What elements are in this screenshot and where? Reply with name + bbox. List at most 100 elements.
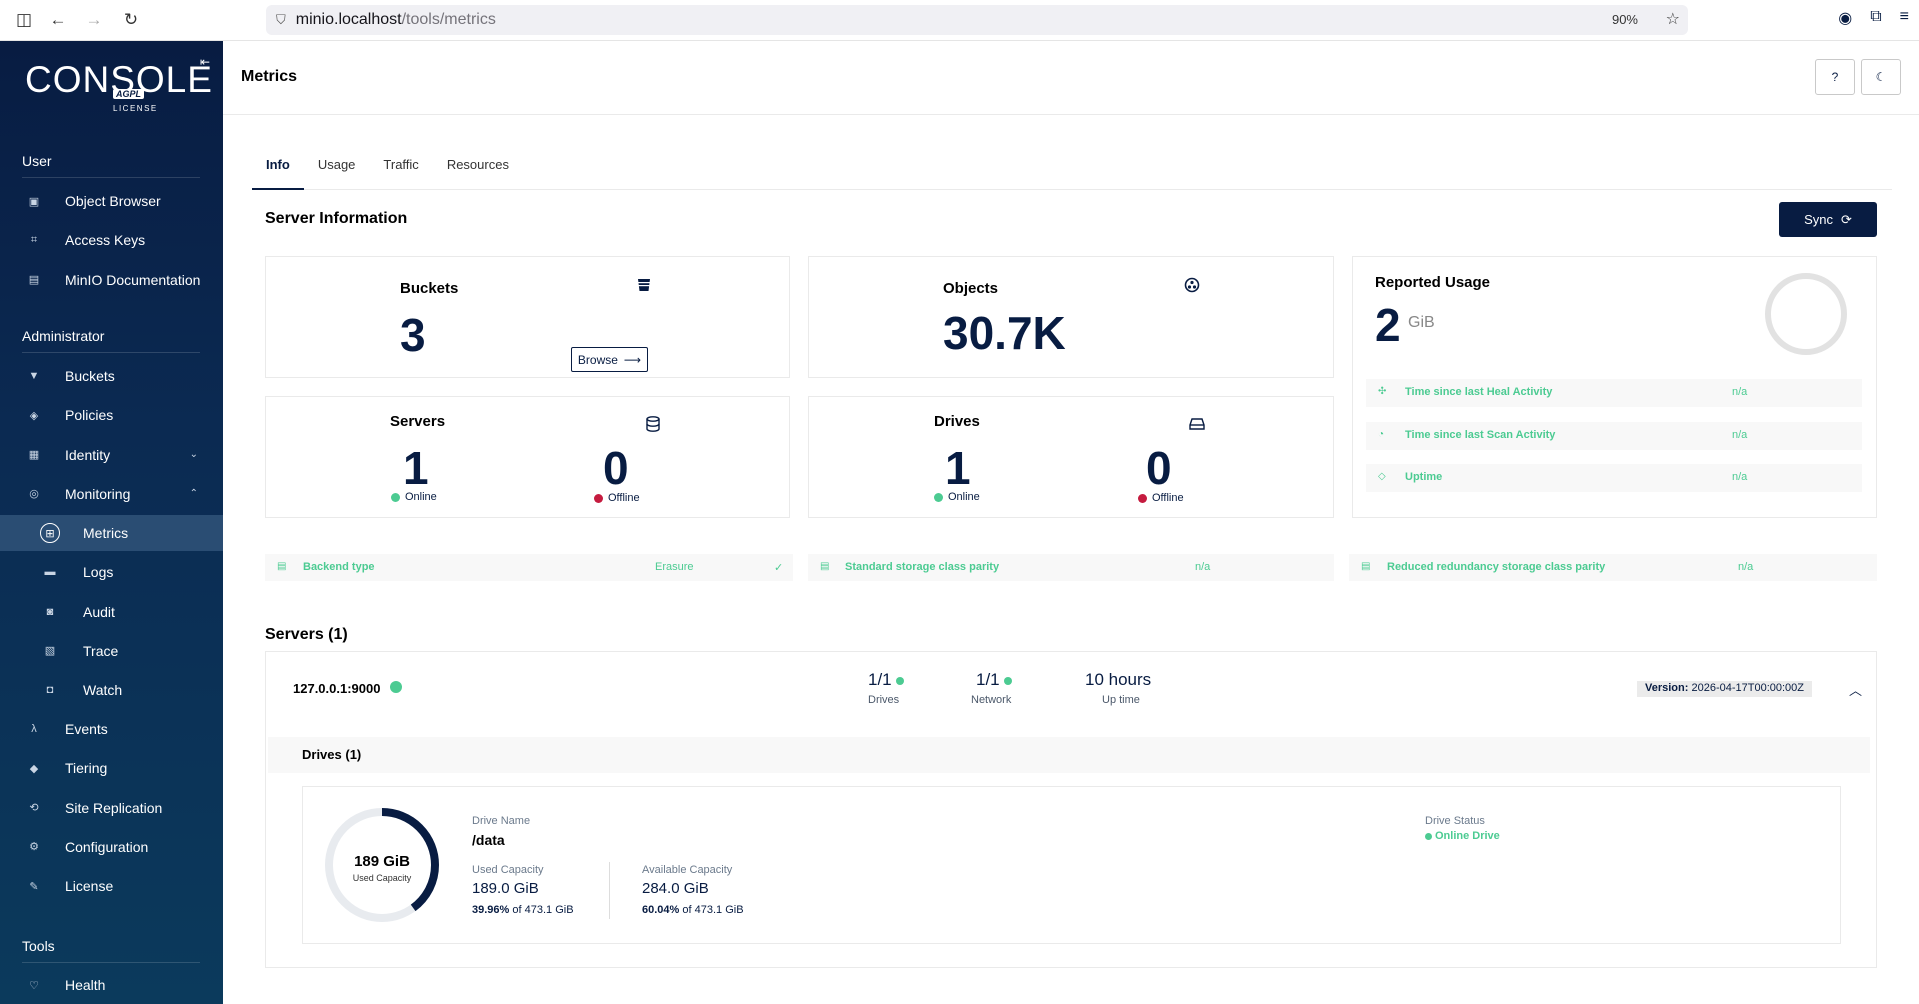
browse-button[interactable]: Browse ⟶ xyxy=(571,347,648,372)
sidebar-item-identity[interactable]: ▦ Identity ⌄ xyxy=(0,437,223,473)
objects-title: Objects xyxy=(943,280,999,297)
version-label: Version: xyxy=(1645,682,1689,694)
dark-mode-button[interactable]: ☾ xyxy=(1861,59,1901,95)
heal-icon: ✣ xyxy=(1378,386,1387,397)
divider xyxy=(22,352,200,353)
sidebar-item-watch[interactable]: ◘ Watch xyxy=(0,672,223,708)
sidebar-item-label: Health xyxy=(65,977,106,993)
sidebar-item-metrics[interactable]: ⊞ Metrics xyxy=(0,515,223,551)
server-uptime-value: 10 hours xyxy=(1085,670,1152,689)
tab-resources[interactable]: Resources xyxy=(446,157,509,172)
sidebar-item-label: Metrics xyxy=(83,525,129,541)
metrics-icon: ⊞ xyxy=(40,523,60,543)
drive-status-label: Drive Status xyxy=(1425,815,1485,827)
tab-info[interactable]: Info xyxy=(252,150,304,190)
access-keys-icon: ⌗ xyxy=(30,233,38,246)
server-drives-value: 1/1 xyxy=(868,670,905,690)
sidebar-item-access-keys[interactable]: ⌗ Access Keys xyxy=(0,222,223,258)
drives-title: Drives xyxy=(934,413,980,430)
offline-label: Offline xyxy=(1152,492,1184,504)
sync-button[interactable]: Sync ⟳ xyxy=(1779,202,1877,237)
used-pct: 39.96% xyxy=(472,904,510,916)
sidebar-item-events[interactable]: λ Events xyxy=(0,711,223,747)
online-dot xyxy=(1425,832,1432,840)
sidebar-item-label: Monitoring xyxy=(65,485,131,502)
extensions-icon[interactable]: ⧉ xyxy=(1870,8,1882,25)
sidebar-item-monitoring[interactable]: ◎ Monitoring ⌃ xyxy=(0,476,223,512)
health-icon: ♡ xyxy=(29,979,39,992)
object-browser-icon: ▣ xyxy=(28,195,40,208)
tiering-icon: ◆ xyxy=(29,762,39,775)
drives-offline-status: Offline xyxy=(1138,492,1184,504)
drive-usage-donut xyxy=(325,808,439,922)
usage-row-value: n/a xyxy=(1732,386,1748,398)
check-icon: ✓ xyxy=(774,562,784,574)
sidebar-item-label: License xyxy=(65,878,114,895)
tab-traffic[interactable]: Traffic xyxy=(383,157,419,172)
storage-icon: ▤ xyxy=(1361,561,1371,572)
drives-section-title: Drives (1) xyxy=(302,747,362,762)
sidebar-item-policies[interactable]: ◈ Policies xyxy=(0,397,223,433)
network-value-text: 1/1 xyxy=(976,670,1000,689)
section-administrator: Administrator xyxy=(22,328,105,344)
address-bar[interactable]: ⛉ minio.localhost/tools/metrics 90% ☆ xyxy=(266,5,1688,35)
usage-row-value: n/a xyxy=(1732,471,1748,483)
reduced-parity-label: Reduced redundancy storage class parity xyxy=(1387,561,1606,573)
reported-usage-title: Reported Usage xyxy=(1375,274,1491,291)
sidebar-item-tiering[interactable]: ◆ Tiering xyxy=(0,750,223,786)
reload-icon[interactable]: ↻ xyxy=(123,10,139,29)
zoom-level[interactable]: 90% xyxy=(1607,10,1642,29)
usage-row: ◔ Time since last Scan Activity n/a xyxy=(1366,421,1862,450)
sidebar-item-buckets[interactable]: ▼ Buckets xyxy=(0,358,223,394)
divider xyxy=(609,862,610,919)
documentation-icon: ▤ xyxy=(28,274,40,287)
reduced-parity-row: ▤ Reduced redundancy storage class parit… xyxy=(1349,554,1877,581)
chevron-down-icon: ⌄ xyxy=(189,449,198,461)
drive-card xyxy=(302,786,1841,944)
menu-icon[interactable]: ≡ xyxy=(1899,8,1909,25)
bookmark-star-icon[interactable]: ☆ xyxy=(1665,11,1680,28)
sidebar-item-logs[interactable]: ▬ Logs xyxy=(0,554,223,590)
forward-icon[interactable]: → xyxy=(85,10,103,29)
storage-icon: ▤ xyxy=(820,561,830,572)
help-button[interactable]: ? xyxy=(1815,59,1855,95)
sidebar-item-audit[interactable]: ◙ Audit xyxy=(0,594,223,630)
sidebar-item-trace[interactable]: ▧ Trace xyxy=(0,633,223,669)
sidebar-item-health[interactable]: ♡ Health xyxy=(0,967,223,1003)
sidebar-item-label: Policies xyxy=(65,407,114,424)
account-icon[interactable]: ◉ xyxy=(1838,10,1853,27)
page-header: Metrics ? ☾ xyxy=(223,41,1919,115)
sidebar-item-label: Events xyxy=(65,721,108,737)
section-user: User xyxy=(22,153,52,169)
sidebar-item-minio-documentation[interactable]: ▤ MinIO Documentation xyxy=(0,262,223,298)
sidebar-item-site-replication[interactable]: ⟲ Site Replication xyxy=(0,790,223,826)
sidebar-toggle-icon[interactable]: ◫ xyxy=(15,10,33,29)
divider xyxy=(22,962,200,963)
collapse-sidebar-icon[interactable]: ⇤ xyxy=(200,55,211,69)
sidebar-item-object-browser[interactable]: ▣ Object Browser xyxy=(0,183,223,219)
donut-value: 189 GiB xyxy=(354,853,410,870)
sidebar-item-configuration[interactable]: ⚙ Configuration xyxy=(0,829,223,865)
donut-label: Used Capacity xyxy=(352,873,412,883)
backend-type-value: Erasure xyxy=(655,561,694,573)
trace-icon: ▧ xyxy=(44,645,56,658)
online-label: Online xyxy=(405,491,437,503)
section-tools: Tools xyxy=(22,938,55,954)
chevron-up-icon[interactable]: ︿ xyxy=(1849,683,1863,698)
usage-row-label: Time since last Heal Activity xyxy=(1405,386,1553,398)
usage-row: ◇ Uptime n/a xyxy=(1366,464,1862,492)
back-icon[interactable]: ← xyxy=(49,10,67,29)
uptime-icon: ◇ xyxy=(1378,471,1386,482)
help-icon: ? xyxy=(1831,70,1839,84)
servers-card xyxy=(265,396,790,518)
offline-dot xyxy=(1138,493,1147,503)
server-status-dot xyxy=(390,681,402,693)
online-dot xyxy=(896,676,905,685)
sidebar-item-license[interactable]: ✎ License xyxy=(0,868,223,904)
sidebar-item-label: Configuration xyxy=(65,838,149,855)
buckets-title: Buckets xyxy=(400,280,459,297)
drive-icon xyxy=(1189,417,1205,434)
tab-usage[interactable]: Usage xyxy=(317,157,356,172)
backend-icon: ▤ xyxy=(277,561,287,572)
shield-icon: ⛉ xyxy=(276,12,286,27)
